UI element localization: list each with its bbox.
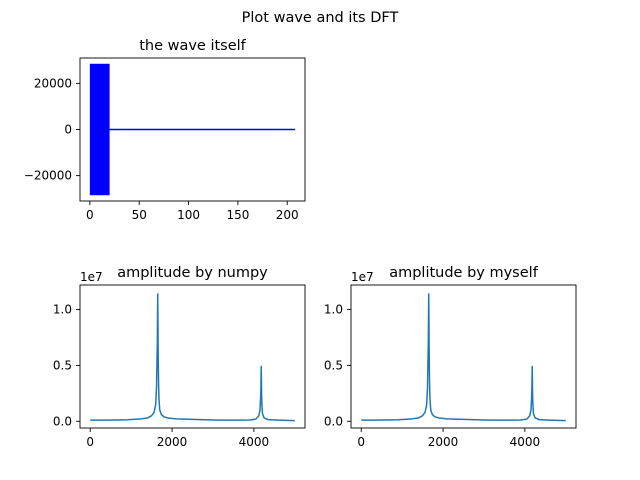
myself-amplitude-axes: 0 2000 4000 0.0 0.5 1.0 amplitude by myself 1e7 (324, 265, 577, 449)
figure-suptitle: Plot wave and its DFT (242, 10, 399, 26)
wave-xtick-label: 200 (276, 208, 299, 222)
myself-ytick-label: 0.0 (324, 414, 343, 428)
numpy-axes-frame (79, 284, 306, 429)
numpy-ytick-label: 0.0 (53, 414, 72, 428)
numpy-xtick-label: 2000 (157, 435, 188, 449)
wave-ytick-label: 0 (64, 123, 72, 137)
myself-ytick-label: 0.5 (324, 358, 343, 372)
wave-xtick-label: 150 (226, 208, 249, 222)
numpy-series-line (90, 293, 295, 422)
numpy-offset-text: 1e7 (80, 270, 103, 284)
myself-axes-frame (350, 284, 577, 429)
wave-xtick-label: 50 (132, 208, 147, 222)
myself-xtick-label: 4000 (510, 435, 541, 449)
myself-offset-text: 1e7 (351, 270, 374, 284)
myself-xtick-label: 0 (357, 435, 365, 449)
wave-xtick-label: 100 (177, 208, 200, 222)
myself-series-line (361, 293, 566, 422)
wave-xtick-label: 0 (86, 208, 94, 222)
numpy-xtick-label: 4000 (239, 435, 270, 449)
numpy-ytick-label: 0.5 (53, 358, 72, 372)
myself-xtick-label: 2000 (428, 435, 459, 449)
numpy-axes-title: amplitude by numpy (117, 265, 268, 281)
numpy-xtick-label: 0 (86, 435, 94, 449)
myself-axes-title: amplitude by myself (389, 265, 538, 281)
myself-ytick-label: 1.0 (324, 303, 343, 317)
wave-ytick-label: −20000 (24, 169, 72, 183)
numpy-ytick-label: 1.0 (53, 303, 72, 317)
wave-axes: 0 50 100 150 200 −20000 0 20000 the wave itself (24, 38, 306, 222)
wave-ytick-label: 20000 (34, 76, 72, 90)
numpy-amplitude-axes: 0 2000 4000 0.0 0.5 1.0 amplitude by numpy 1e7 (53, 265, 306, 449)
wave-axes-title: the wave itself (139, 38, 246, 54)
